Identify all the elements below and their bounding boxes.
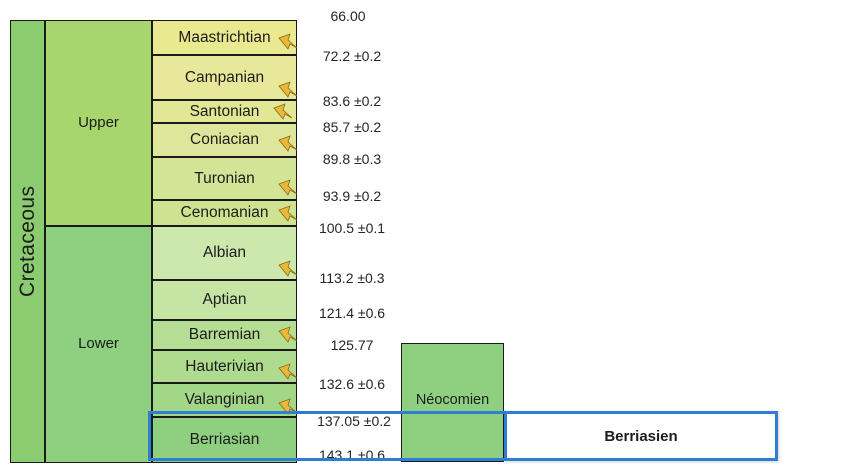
- callout-label-neocomien: Néocomien: [415, 392, 490, 409]
- stage-label: Coniacian: [190, 131, 259, 149]
- stage-cell-albian[interactable]: Albian: [152, 226, 297, 280]
- age-label: 113.2 ±0.3: [319, 270, 385, 286]
- stage-cell-hauterivian[interactable]: Hauterivian: [152, 350, 297, 383]
- stage-label: Maastrichtian: [178, 28, 271, 46]
- stage-label: Valanginian: [184, 391, 265, 409]
- stage-cell-aptian[interactable]: Aptian: [152, 280, 297, 320]
- stage-cell-valanginian[interactable]: Valanginian: [152, 383, 297, 417]
- age-label: 121.4 ±0.6: [318, 305, 386, 321]
- stage-cell-santonian[interactable]: Santonian: [152, 100, 297, 123]
- stage-label: Turonian: [194, 169, 255, 187]
- stage-label: Aptian: [202, 291, 247, 309]
- epoch-label-upper: Upper: [78, 113, 119, 131]
- age-label: 132.6 ±0.6: [318, 376, 386, 392]
- age-label: 93.9 ±0.2: [322, 188, 382, 204]
- age-label: 83.6 ±0.2: [322, 93, 382, 109]
- age-label: 125.77: [330, 337, 374, 353]
- stage-label: Hauterivian: [185, 357, 264, 375]
- age-label: 66.00: [330, 8, 366, 24]
- period-label: Cretaceous: [15, 185, 39, 298]
- age-label: 72.2 ±0.2: [322, 48, 382, 64]
- age-label: 85.7 ±0.2: [322, 119, 382, 135]
- stage-cell-coniacian[interactable]: Coniacian: [152, 123, 297, 157]
- stage-label: Barremian: [188, 326, 261, 344]
- stage-cell-campanian[interactable]: Campanian: [152, 55, 297, 100]
- epoch-cell-lower[interactable]: Lower: [45, 226, 152, 463]
- epoch-label-lower: Lower: [78, 335, 119, 353]
- stage-label: Albian: [202, 244, 247, 262]
- epoch-cell-upper[interactable]: Upper: [45, 20, 152, 226]
- callout-box-neocomien[interactable]: Néocomien: [401, 343, 504, 462]
- stage-cell-maastrichtian[interactable]: Maastrichtian: [152, 20, 297, 55]
- stage-label: Cenomanian: [180, 204, 269, 222]
- period-cell-cretaceous[interactable]: Cretaceous: [10, 20, 45, 463]
- stage-label: Campanian: [184, 68, 265, 86]
- callout-box-berriasien[interactable]: Berriasien: [504, 411, 778, 461]
- stage-cell-berriasian[interactable]: Berriasian: [152, 417, 297, 463]
- stage-label: Santonian: [189, 102, 260, 120]
- stage-label: Berriasian: [189, 431, 260, 449]
- stage-cell-barremian[interactable]: Barremian: [152, 320, 297, 350]
- age-label: 100.5 ±0.1: [318, 220, 386, 236]
- callout-label-berriasien: Berriasien: [604, 427, 678, 445]
- stage-cell-turonian[interactable]: Turonian: [152, 157, 297, 200]
- stage-cell-cenomanian[interactable]: Cenomanian: [152, 200, 297, 226]
- age-label: 143.1 ±0.6: [318, 447, 386, 463]
- age-label: 89.8 ±0.3: [322, 151, 382, 167]
- age-label: 137.05 ±0.2: [317, 413, 391, 429]
